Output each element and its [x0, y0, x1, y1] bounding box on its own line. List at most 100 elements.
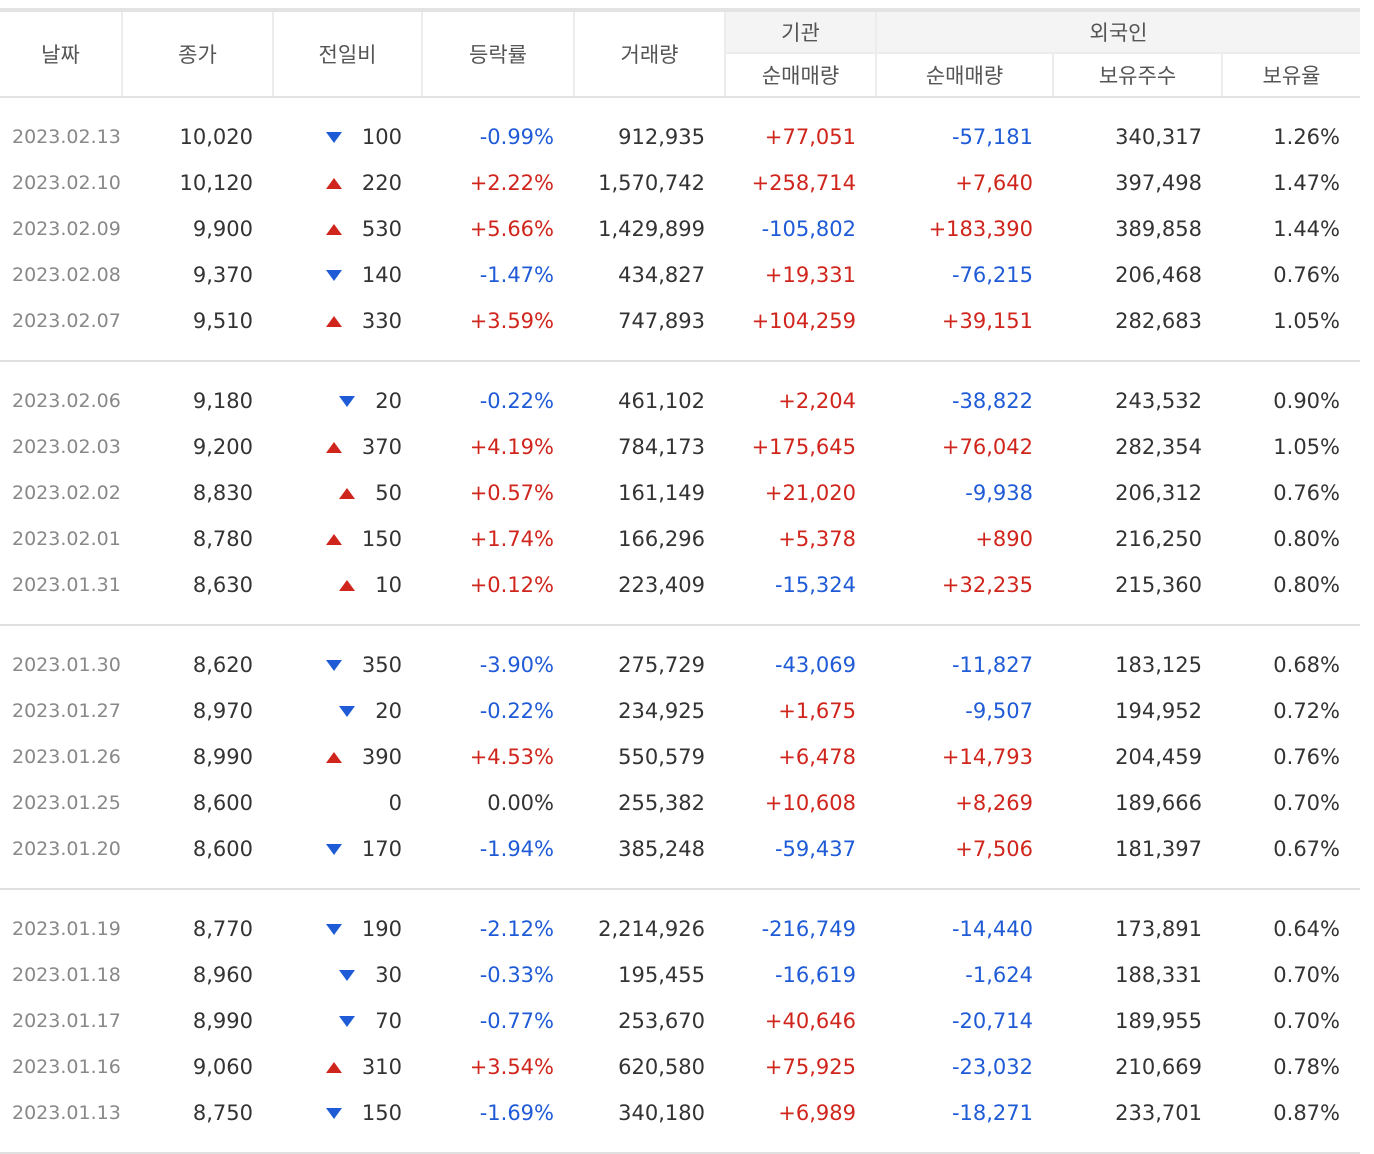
price-change-value: 100 — [361, 125, 402, 149]
triangle-up-icon — [325, 751, 342, 763]
date-cell: 2023.02.07 — [12, 310, 121, 332]
foreign-net-cell: -57,181 — [951, 125, 1033, 149]
price-change-cell: 330 — [273, 298, 422, 344]
foreign-net-cell: +39,151 — [941, 309, 1033, 333]
institution-net-cell: +40,646 — [764, 1009, 856, 1033]
foreign-holding-cell: 189,666 — [1115, 791, 1202, 815]
change-rate-cell: -1.47% — [479, 263, 554, 287]
triangle-down-icon — [325, 1107, 342, 1119]
price-change-cell: 140 — [273, 252, 422, 298]
triangle-down-icon — [325, 131, 342, 143]
price-change-value: 150 — [361, 527, 402, 551]
header-diff: 전일비 — [273, 8, 423, 98]
price-change-cell: 30 — [273, 952, 422, 998]
volume-cell: 275,729 — [618, 653, 705, 677]
close-price-cell: 9,370 — [192, 263, 253, 287]
date-cell: 2023.02.06 — [12, 390, 121, 412]
date-cell: 2023.02.03 — [12, 436, 121, 458]
date-cell: 2023.01.30 — [12, 654, 121, 676]
close-price-cell: 8,600 — [192, 791, 253, 815]
header-foreign-holding: 보유주수 — [1053, 53, 1223, 98]
price-change-cell: 70 — [273, 998, 422, 1044]
foreign-ratio-cell: 0.67% — [1273, 837, 1340, 861]
header-close: 종가 — [122, 8, 274, 98]
date-cell: 2023.01.13 — [12, 1102, 121, 1124]
table-row: 2023.01.31 8,630 10 +0.12% 223,409 -15,324 +32… — [0, 562, 1360, 608]
volume-cell: 550,579 — [618, 745, 705, 769]
foreign-holding-cell: 189,955 — [1115, 1009, 1202, 1033]
table-row: 2023.01.19 8,770 190 -2.12% 2,214,926 -216,74… — [0, 906, 1360, 952]
close-price-cell: 9,510 — [192, 309, 253, 333]
foreign-holding-cell: 282,354 — [1115, 435, 1202, 459]
price-change-cell: 100 — [273, 114, 422, 160]
foreign-net-cell: -38,822 — [951, 389, 1033, 413]
date-cell: 2023.01.27 — [12, 700, 121, 722]
triangle-up-icon — [325, 315, 342, 327]
volume-cell: 1,429,899 — [598, 217, 705, 241]
change-rate-cell: +0.57% — [469, 481, 554, 505]
volume-cell: 620,580 — [618, 1055, 705, 1079]
trading-table-container: 날짜 종가 전일비 등락률 거래량 기관 외국인 순매매량 순매매량 보유주수 … — [0, 8, 1360, 1154]
foreign-net-cell: +890 — [975, 527, 1033, 551]
volume-cell: 1,570,742 — [598, 171, 705, 195]
price-change-value: 20 — [375, 699, 402, 723]
table-row: 2023.02.01 8,780 150 +1.74% 166,296 +5,378 +89… — [0, 516, 1360, 562]
table-row: 2023.01.16 9,060 310 +3.54% 620,580 +75,925 -2… — [0, 1044, 1360, 1090]
date-cell: 2023.01.25 — [12, 792, 121, 814]
foreign-holding-cell: 243,532 — [1115, 389, 1202, 413]
institution-net-cell: -105,802 — [761, 217, 856, 241]
triangle-up-icon — [325, 223, 342, 235]
header-volume: 거래량 — [574, 8, 726, 98]
close-price-cell: 8,780 — [192, 527, 253, 551]
close-price-cell: 8,630 — [192, 573, 253, 597]
foreign-holding-cell: 181,397 — [1115, 837, 1202, 861]
header-institution-net: 순매매량 — [725, 53, 877, 98]
foreign-holding-cell: 210,669 — [1115, 1055, 1202, 1079]
institution-net-cell: +10,608 — [764, 791, 856, 815]
volume-cell: 340,180 — [618, 1101, 705, 1125]
price-change-value: 190 — [361, 917, 402, 941]
foreign-net-cell: -20,714 — [951, 1009, 1033, 1033]
foreign-holding-cell: 183,125 — [1115, 653, 1202, 677]
header-rate: 등락률 — [422, 8, 575, 98]
close-price-cell: 8,990 — [192, 1009, 253, 1033]
foreign-ratio-cell: 0.76% — [1273, 263, 1340, 287]
price-change-cell: 370 — [273, 424, 422, 470]
foreign-ratio-cell: 0.64% — [1273, 917, 1340, 941]
close-price-cell: 8,960 — [192, 963, 253, 987]
change-rate-cell: +4.53% — [469, 745, 554, 769]
table-row: 2023.01.17 8,990 70 -0.77% 253,670 +40,646 -20… — [0, 998, 1360, 1044]
triangle-down-icon — [339, 395, 356, 407]
foreign-holding-cell: 206,312 — [1115, 481, 1202, 505]
foreign-ratio-cell: 0.80% — [1273, 573, 1340, 597]
foreign-ratio-cell: 0.90% — [1273, 389, 1340, 413]
price-change-value: 220 — [361, 171, 402, 195]
institution-net-cell: -16,619 — [774, 963, 856, 987]
table-row: 2023.01.20 8,600 170 -1.94% 385,248 -59,437 +7… — [0, 826, 1360, 872]
price-change-cell: 20 — [273, 378, 422, 424]
table-body: 2023.02.13 10,020 100 -0.99% 912,935 +77,051-… — [0, 97, 1360, 1154]
volume-cell: 253,670 — [618, 1009, 705, 1033]
table-row: 2023.01.26 8,990 390 +4.53% 550,579 +6,478 +14… — [0, 734, 1360, 780]
price-change-value: 50 — [375, 481, 402, 505]
triangle-up-icon — [339, 487, 356, 499]
date-cell: 2023.02.10 — [12, 172, 121, 194]
close-price-cell: 8,830 — [192, 481, 253, 505]
header-institution-group: 기관 — [725, 8, 877, 54]
foreign-net-cell: -9,507 — [965, 699, 1033, 723]
foreign-net-cell: +76,042 — [941, 435, 1033, 459]
change-rate-cell: +5.66% — [469, 217, 554, 241]
close-price-cell: 9,900 — [192, 217, 253, 241]
change-rate-cell: -0.33% — [479, 963, 554, 987]
institution-net-cell: +6,478 — [778, 745, 856, 769]
foreign-net-cell: -76,215 — [951, 263, 1033, 287]
price-change-value: 330 — [361, 309, 402, 333]
close-price-cell: 8,990 — [192, 745, 253, 769]
triangle-down-icon — [325, 659, 342, 671]
date-cell: 2023.01.19 — [12, 918, 121, 940]
foreign-holding-cell: 188,331 — [1115, 963, 1202, 987]
change-rate-cell: +1.74% — [469, 527, 554, 551]
foreign-holding-cell: 340,317 — [1115, 125, 1202, 149]
volume-cell: 784,173 — [618, 435, 705, 459]
foreign-net-cell: -1,624 — [965, 963, 1033, 987]
